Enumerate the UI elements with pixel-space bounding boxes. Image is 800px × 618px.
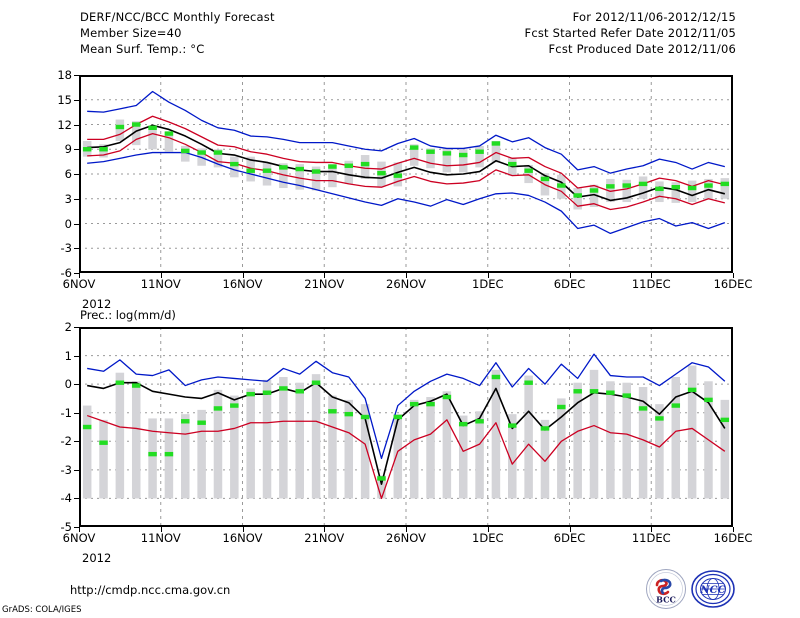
x-tick-label: 16DEC bbox=[713, 277, 753, 291]
x-tick-label: 11NOV bbox=[140, 277, 181, 291]
y-tick-mark bbox=[74, 223, 79, 225]
x-tick-label: 11DEC bbox=[631, 277, 671, 291]
x-tick-label: 11NOV bbox=[140, 531, 181, 545]
y-tick-label: 9 bbox=[64, 142, 72, 157]
x-tick-mark bbox=[487, 273, 489, 278]
y-tick-mark bbox=[74, 273, 79, 274]
y-tick-label: 18 bbox=[57, 68, 72, 82]
y-tick-label: -2 bbox=[60, 434, 72, 449]
y-tick-mark bbox=[74, 412, 79, 414]
x-tick-label: 16NOV bbox=[222, 277, 263, 291]
forecast-produced-date-label: Fcst Produced Date 2012/11/06 bbox=[548, 42, 736, 56]
y-tick-mark bbox=[74, 527, 79, 528]
bcc-logo: BCC bbox=[645, 568, 687, 610]
precipitation-axis-title: Prec.: log(mm/d) bbox=[80, 308, 176, 322]
x-tick-mark bbox=[406, 527, 407, 532]
forecast-started-date-label: Fcst Started Refer Date 2012/11/05 bbox=[524, 26, 736, 40]
y-tick-label: 1 bbox=[64, 348, 72, 363]
temperature-chart bbox=[79, 75, 733, 273]
y-tick-label: 2 bbox=[64, 320, 72, 334]
y-tick-mark bbox=[74, 248, 79, 250]
x-tick-label: 21NOV bbox=[304, 277, 345, 291]
y-tick-mark bbox=[74, 198, 79, 200]
x-tick-mark bbox=[79, 527, 80, 532]
site-url-link[interactable]: http://cmdp.ncc.cma.gov.cn bbox=[70, 583, 231, 597]
y-tick-label: -3 bbox=[60, 241, 72, 256]
x-tick-label: 6DEC bbox=[553, 277, 586, 291]
precipitation-chart bbox=[79, 327, 733, 527]
y-tick-mark bbox=[74, 149, 79, 151]
x-tick-mark bbox=[406, 273, 407, 278]
ncc-logo: NCC bbox=[690, 566, 736, 612]
x-tick-mark bbox=[651, 527, 653, 532]
y-tick-mark bbox=[74, 174, 79, 175]
x-tick-mark bbox=[160, 527, 162, 532]
y-tick-mark bbox=[74, 355, 79, 357]
x-tick-mark bbox=[733, 273, 734, 278]
member-size-label: Member Size=40 bbox=[80, 26, 182, 40]
y-tick-label: -4 bbox=[60, 491, 72, 506]
precipitation-year-label: 2012 bbox=[82, 551, 112, 565]
y-tick-label: 0 bbox=[64, 377, 72, 392]
x-tick-label: 26NOV bbox=[386, 531, 426, 545]
temperature-year-label: 2012 bbox=[82, 297, 112, 311]
y-tick-label: -5 bbox=[60, 520, 72, 534]
y-tick-mark bbox=[74, 124, 79, 126]
temperature-variable-label: Mean Surf. Temp.: °C bbox=[80, 42, 205, 56]
y-tick-label: 0 bbox=[64, 216, 72, 231]
y-tick-label: -3 bbox=[60, 462, 72, 477]
y-tick-label: -6 bbox=[60, 266, 72, 280]
y-tick-mark bbox=[74, 469, 79, 471]
y-tick-label: 12 bbox=[57, 117, 72, 132]
x-tick-label: 1DEC bbox=[472, 277, 504, 291]
x-tick-label: 21NOV bbox=[304, 531, 345, 545]
x-tick-mark bbox=[569, 527, 571, 532]
grads-credit: GrADS: COLA/IGES bbox=[2, 605, 82, 615]
x-tick-mark bbox=[242, 273, 244, 278]
x-tick-label: 1DEC bbox=[472, 531, 504, 545]
x-tick-label: 16NOV bbox=[222, 531, 263, 545]
page-title: DERF/NCC/BCC Monthly Forecast bbox=[80, 10, 275, 24]
x-tick-mark bbox=[242, 527, 244, 532]
temperature-chart-frame bbox=[79, 75, 733, 273]
x-tick-mark bbox=[324, 273, 326, 278]
y-tick-mark bbox=[74, 75, 79, 76]
y-tick-mark bbox=[74, 441, 79, 443]
x-tick-mark bbox=[79, 273, 80, 278]
x-tick-label: 6NOV bbox=[62, 277, 96, 291]
x-tick-mark bbox=[324, 527, 326, 532]
x-tick-mark bbox=[569, 273, 571, 278]
x-tick-label: 6DEC bbox=[553, 531, 586, 545]
precipitation-chart-frame bbox=[79, 327, 733, 527]
x-tick-mark bbox=[733, 527, 734, 532]
svg-text:NCC: NCC bbox=[699, 585, 725, 596]
x-tick-label: 11DEC bbox=[631, 531, 671, 545]
y-tick-mark bbox=[74, 384, 79, 386]
x-tick-label: 6NOV bbox=[62, 531, 96, 545]
y-tick-mark bbox=[74, 99, 79, 101]
svg-text:BCC: BCC bbox=[656, 595, 676, 605]
y-tick-label: 15 bbox=[57, 92, 72, 107]
x-tick-mark bbox=[160, 273, 162, 278]
y-tick-label: 6 bbox=[64, 167, 72, 181]
x-tick-mark bbox=[487, 527, 489, 532]
x-tick-label: 26NOV bbox=[386, 277, 426, 291]
y-tick-mark bbox=[74, 327, 79, 328]
forecast-range-label: For 2012/11/06-2012/12/15 bbox=[572, 10, 736, 24]
x-tick-mark bbox=[651, 273, 653, 278]
y-tick-label: 3 bbox=[64, 191, 72, 206]
x-tick-label: 16DEC bbox=[713, 531, 753, 545]
y-tick-mark bbox=[74, 498, 79, 500]
y-tick-label: -1 bbox=[60, 405, 72, 420]
